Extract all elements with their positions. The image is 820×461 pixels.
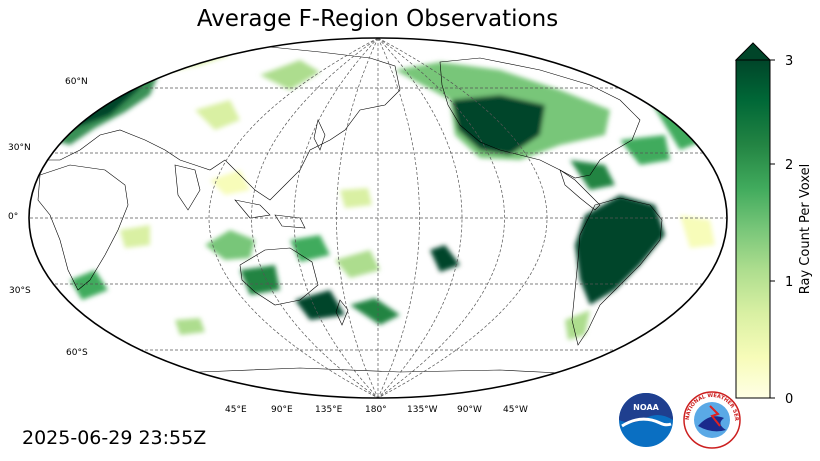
colorbar-label: Ray Count Per Voxel (798, 164, 813, 294)
lon-label-45w: 45°W (503, 405, 528, 415)
latitude-labels: 60°N 30°N 0° 30°S 60°S (8, 77, 88, 358)
colorbar-extend-arrow (734, 42, 772, 61)
lon-label-45e: 45°E (225, 405, 247, 415)
observation-density-layer (52, 48, 715, 340)
lat-label-30s: 30°S (9, 286, 31, 296)
noaa-logo-text: NOAA (633, 403, 659, 412)
map-title: Average F-Region Observations (196, 6, 559, 32)
colorbar-gradient (735, 59, 771, 399)
lon-label-90w: 90°W (457, 405, 482, 415)
lat-label-60n: 60°N (65, 77, 88, 87)
timestamp: 2025-06-29 23:55Z (22, 427, 207, 449)
lat-label-30n: 30°N (8, 143, 31, 153)
colorbar-tick-3: 3 (785, 54, 793, 69)
noaa-logo: NOAA (619, 393, 673, 447)
colorbar: 0 1 2 3 Ray Count Per Voxel (734, 42, 813, 407)
lon-label-180: 180° (365, 405, 387, 415)
colorbar-tick-1: 1 (785, 275, 793, 290)
lat-label-0: 0° (8, 212, 18, 222)
map-border (28, 37, 728, 399)
colorbar-tick-0: 0 (785, 392, 793, 407)
lat-label-60s: 60°S (66, 348, 88, 358)
nws-logo: NATIONAL WEATHER SERVICE (683, 391, 741, 449)
colorbar-tick-2: 2 (785, 158, 793, 173)
longitude-labels: 45°E 90°E 135°E 180° 135°W 90°W 45°W (225, 405, 528, 415)
lon-label-135w: 135°W (407, 405, 438, 415)
lon-label-135e: 135°E (315, 405, 343, 415)
lon-label-90e: 90°E (271, 405, 293, 415)
